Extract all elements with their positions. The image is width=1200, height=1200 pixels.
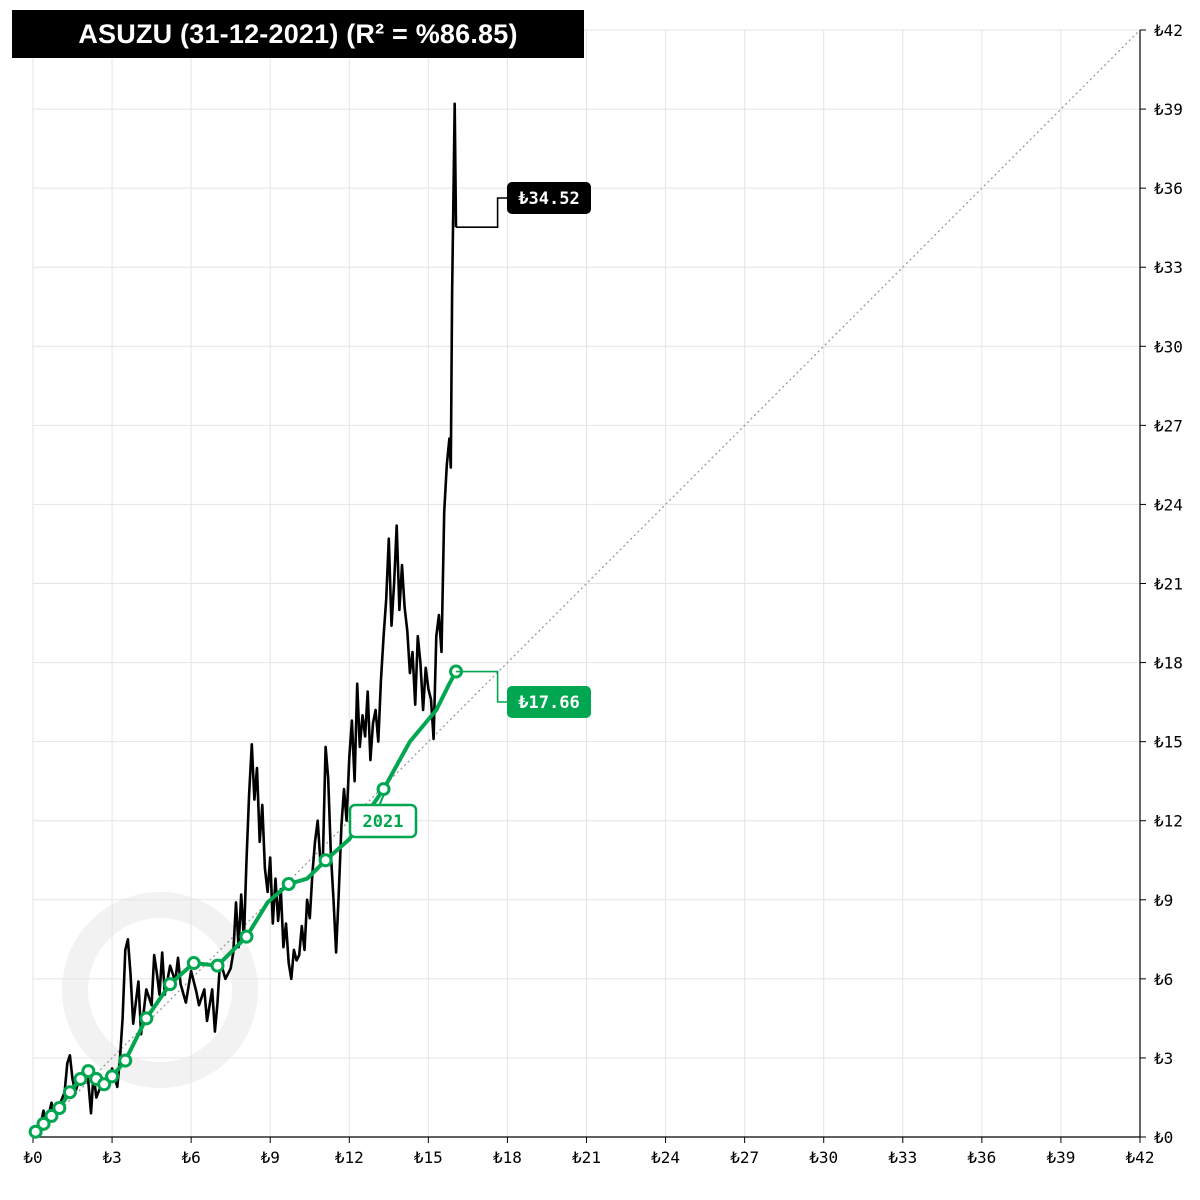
x-tick-label: ₺9 <box>261 1148 280 1167</box>
trend-point-marker <box>52 1101 67 1116</box>
trend-point-marker <box>28 1124 43 1139</box>
year-callout-box <box>348 803 418 839</box>
y-tick-label: ₺39 <box>1154 100 1183 119</box>
year-callout-leader <box>378 794 385 806</box>
x-tick-label: ₺30 <box>809 1148 838 1167</box>
series-layer <box>28 102 464 1139</box>
x-tick-label: ₺15 <box>414 1148 443 1167</box>
trend-point-marker <box>239 929 254 944</box>
x-tick-label: ₺36 <box>967 1148 996 1167</box>
y-tick-label: ₺24 <box>1154 495 1183 514</box>
y-tick-label: ₺6 <box>1154 970 1173 989</box>
trend-point-marker <box>105 1069 120 1084</box>
trend-point-marker <box>139 1011 154 1026</box>
y-tick-label: ₺0 <box>1154 1128 1173 1147</box>
trend-point-marker <box>62 1085 77 1100</box>
x-tick-label: ₺33 <box>888 1148 917 1167</box>
trend-point-marker <box>118 1053 133 1068</box>
y-tick-label: ₺3 <box>1154 1049 1173 1068</box>
trend-point-marker <box>36 1116 51 1131</box>
year-callout-label: 2021 <box>363 812 404 832</box>
x-tick-label: ₺39 <box>1046 1148 1075 1167</box>
watermark <box>62 892 258 1088</box>
x-tick-label: ₺27 <box>730 1148 759 1167</box>
trend-callout-leader <box>456 670 508 703</box>
y-axis-ticks: ₺0 ₺3 ₺6 ₺9 ₺12 ₺15 ₺18 ₺21 ₺24 ₺27 ₺30 ₺33 ₺36 ₺39 ₺4… <box>1140 21 1183 1147</box>
y-tick-label: ₺12 <box>1154 812 1183 831</box>
y-tick-label: ₺33 <box>1154 258 1183 277</box>
trend-point-marker <box>186 956 201 971</box>
price-callout-label: ₺34.52 <box>518 189 579 209</box>
x-tick-label: ₺21 <box>572 1148 601 1167</box>
y-tick-label: ₺36 <box>1154 179 1183 198</box>
y-tick-label: ₺21 <box>1154 575 1183 594</box>
trend-point-marker <box>318 853 333 868</box>
trend-point-marker <box>376 782 391 797</box>
x-tick-label: ₺24 <box>651 1148 680 1167</box>
x-tick-label: ₺42 <box>1126 1148 1155 1167</box>
price-callout-leader <box>456 197 508 228</box>
x-axis-ticks: ₺0 ₺3 ₺6 ₺9 ₺12 ₺15 ₺18 ₺21 ₺24 ₺27 ₺30 ₺33 ₺36 ₺39 ₺4… <box>23 1137 1154 1167</box>
y-tick-label: ₺42 <box>1154 21 1183 40</box>
diagonal-reference-line <box>32 29 1141 1138</box>
trend-point-marker <box>73 1072 88 1087</box>
trend-point-marker <box>163 977 178 992</box>
price-callout-box <box>507 182 591 214</box>
callouts: ₺34.52 ₺17.66 2021 <box>348 182 591 839</box>
trend-point-marker <box>97 1077 112 1092</box>
trend-point-marker <box>44 1108 59 1123</box>
trend-callout-label: ₺17.66 <box>518 693 579 713</box>
trend-callout-box <box>507 686 591 718</box>
x-tick-label: ₺0 <box>23 1148 42 1167</box>
x-tick-label: ₺12 <box>335 1148 364 1167</box>
watermark-mark <box>62 892 258 1088</box>
x-tick-label: ₺6 <box>182 1148 201 1167</box>
x-tick-label: ₺18 <box>493 1148 522 1167</box>
x-tick-label: ₺3 <box>102 1148 121 1167</box>
chart-title: ASUZU (31-12-2021) (R² = %86.85) <box>12 10 584 58</box>
y-tick-label: ₺18 <box>1154 654 1183 673</box>
y-tick-label: ₺9 <box>1154 891 1173 910</box>
y-tick-label: ₺15 <box>1154 733 1183 752</box>
y-tick-label: ₺27 <box>1154 416 1183 435</box>
trend-point-marker <box>281 876 296 891</box>
price-series-line <box>34 102 458 1133</box>
trend-point-marker <box>81 1064 96 1079</box>
y-tick-label: ₺30 <box>1154 337 1183 356</box>
trend-point-marker <box>210 958 225 973</box>
